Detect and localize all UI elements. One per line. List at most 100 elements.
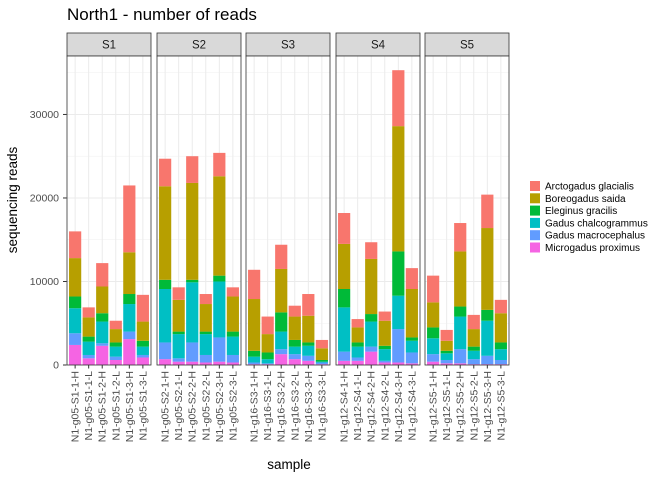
bar-segment (288, 305, 301, 317)
bar-segment (315, 361, 328, 363)
bar-segment (186, 279, 199, 283)
bar-segment (186, 342, 199, 362)
bar-segment (109, 320, 122, 330)
bar-segment (213, 361, 226, 365)
bar-segment (226, 296, 239, 332)
legend-swatch (530, 205, 540, 216)
bar-segment (123, 331, 136, 340)
bar-segment (338, 289, 351, 308)
bar-segment (392, 362, 405, 365)
bar-segment (288, 316, 301, 340)
bar-segment (481, 355, 494, 365)
bar-segment (96, 313, 109, 322)
bar-segment (248, 299, 261, 351)
bar-segment (481, 364, 494, 365)
x-tick-label: N1-g05-S2-1-L (173, 371, 185, 441)
bar-segment (365, 346, 378, 352)
bar-segment (288, 346, 301, 355)
bar-segment (248, 356, 261, 363)
bar-segment (199, 362, 212, 365)
bar-segment (199, 334, 212, 355)
legend-label: Boreogadus saida (545, 194, 626, 205)
bar-segment (302, 360, 315, 365)
x-tick-label: N1-g05-S1-1-L (83, 371, 95, 441)
bar-segment (159, 289, 172, 343)
bar-segment (405, 352, 418, 364)
bar-segment (427, 338, 440, 355)
bar-segment (338, 243, 351, 290)
bar-segment (427, 327, 440, 339)
x-tick-label: N1-g05-S1-3-L (137, 371, 149, 441)
bar-segment (172, 361, 185, 365)
bar-segment (82, 336, 95, 342)
bar-segment (69, 296, 82, 309)
x-axis-title: sample (267, 457, 311, 472)
bar-segment (109, 359, 122, 365)
bar-segment (172, 287, 185, 300)
bar-segment (467, 329, 480, 347)
bar-segment (378, 345, 391, 350)
bar-segment (427, 275, 440, 303)
bar-segment (109, 329, 122, 343)
x-tick-label: N1-g05-S2-1-H (160, 371, 172, 442)
bar-segment (440, 329, 453, 341)
x-tick-label: N1-g16-S3-1-H (249, 371, 261, 442)
facet-strip-label: S1 (102, 40, 116, 52)
legend-label: Eleginus gracilis (545, 206, 617, 217)
bar-segment (392, 251, 405, 296)
x-tick-label: N1-g16-S3-2-L (289, 371, 301, 441)
facet-strip-label: S4 (371, 40, 386, 52)
bar-segment (172, 358, 185, 362)
y-tick-label: 30000 (30, 109, 59, 121)
bar-segment (172, 331, 185, 335)
bar-segment (96, 263, 109, 287)
bar-segment (275, 244, 288, 269)
bar-segment (440, 340, 453, 351)
bar-segment (248, 350, 261, 357)
bar-segment (213, 275, 226, 282)
bar-segment (159, 342, 172, 360)
bar-segment (338, 213, 351, 244)
x-tick-label: N1-g05-S1-1-H (70, 371, 82, 442)
bar-segment (199, 304, 212, 332)
bar-segment (302, 345, 315, 356)
bar-segment (69, 333, 82, 345)
bar-segment (302, 294, 315, 316)
bar-segment (261, 334, 274, 353)
bar-segment (427, 302, 440, 328)
bar-segment (365, 321, 378, 347)
bar-segment (226, 287, 239, 297)
bar-segment (123, 304, 136, 332)
x-tick-label: N1-g12-S4-1-L (352, 371, 364, 441)
bar-segment (392, 126, 405, 252)
bar-segment (454, 306, 467, 317)
bar-segment (378, 311, 391, 321)
bar-segment (288, 339, 301, 347)
bar-segment (315, 339, 328, 349)
bar-segment (186, 361, 199, 365)
bar-segment (275, 349, 288, 355)
legend-label: Gadus chalcogrammus (545, 218, 648, 229)
bar-segment (226, 354, 239, 363)
bar-segment (199, 294, 212, 305)
bar-segment (261, 352, 274, 360)
bar-segment (392, 70, 405, 127)
bar-segment (365, 314, 378, 322)
bar-segment (275, 331, 288, 350)
x-tick-label: N1-g05-S2-3-H (214, 371, 226, 442)
bar-segment (109, 342, 122, 347)
bar-segment (123, 185, 136, 253)
bar-segment (275, 354, 288, 365)
bar-segment (96, 345, 109, 365)
bar-segment (275, 268, 288, 313)
bar-segment (248, 269, 261, 300)
legend-label: Gadus macrocephalus (545, 231, 645, 242)
bar-segment (136, 346, 149, 355)
bar-segment (351, 342, 364, 347)
bar-segment (288, 359, 301, 365)
x-tick-label: N1-g12-S4-2-H (366, 371, 378, 442)
bar-segment (226, 362, 239, 365)
bar-segment (467, 364, 480, 365)
bar-segment (275, 312, 288, 332)
x-tick-label: N1-g05-S2-3-L (227, 371, 239, 441)
